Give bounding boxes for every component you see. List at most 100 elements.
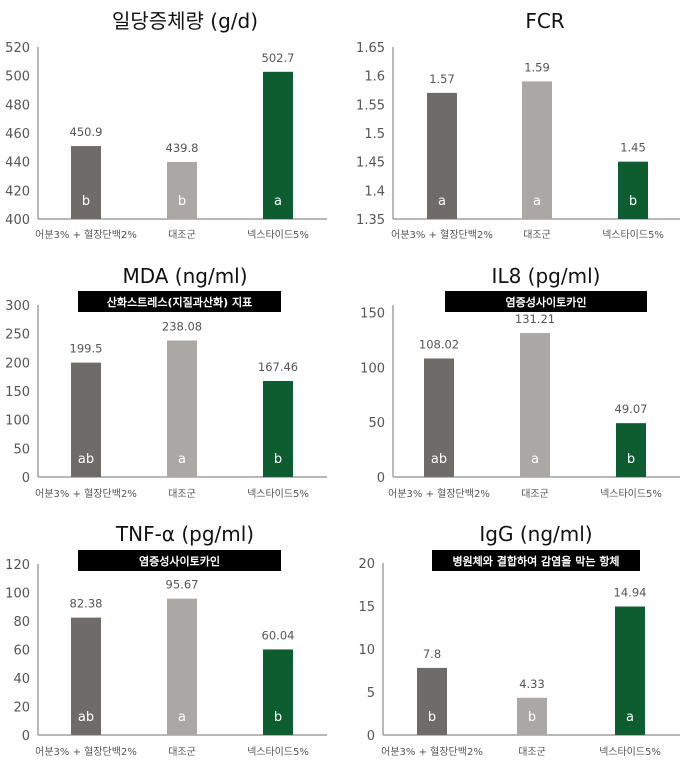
bar <box>424 358 454 477</box>
bar <box>520 333 550 477</box>
group-letter: b <box>629 194 637 209</box>
chart-title: MDA (ng/ml) <box>122 264 247 288</box>
y-tick-label: 250 <box>5 328 30 343</box>
data-label: 439.8 <box>166 141 199 155</box>
bar <box>427 92 457 219</box>
bar <box>167 340 197 477</box>
y-tick-label: 0 <box>22 471 30 486</box>
bar <box>616 423 646 477</box>
bar <box>263 71 293 220</box>
group-letter: b <box>82 194 90 209</box>
group-letter: a <box>626 710 634 725</box>
data-label: 49.07 <box>615 402 648 416</box>
group-letter: a <box>533 194 541 209</box>
data-label: 4.33 <box>519 677 545 691</box>
y-tick-label: 0 <box>377 471 385 486</box>
y-tick-label: 1.4 <box>364 184 385 199</box>
group-letter: b <box>428 710 436 725</box>
chart-title: TNF-α (pg/ml) <box>115 522 254 546</box>
group-letter: b <box>274 710 282 725</box>
subtitle-text: 병원체와 결합하여 감염을 막는 항체 <box>452 554 619 568</box>
chart-title: IL8 (pg/ml) <box>492 264 601 288</box>
y-tick-label: 100 <box>5 587 30 602</box>
y-tick-label: 100 <box>360 361 385 376</box>
group-letter: b <box>627 452 635 467</box>
data-label: 1.57 <box>429 72 455 86</box>
y-tick-label: 20 <box>13 701 30 716</box>
x-tick-label: 넥스타이드5% <box>247 488 309 500</box>
x-tick-label: 넥스타이드5% <box>599 746 661 758</box>
y-tick-label: 1.65 <box>356 41 385 56</box>
y-tick-label: 80 <box>13 615 30 630</box>
x-tick-label: 대조군 <box>168 229 196 241</box>
subtitle-banner <box>432 550 640 571</box>
x-tick-label: 대조군 <box>521 488 549 500</box>
x-tick-label: 어분3% + 혈장단백2% <box>391 228 493 241</box>
x-tick-label: 어분3% + 혈장단백2% <box>35 228 137 241</box>
group-letter: a <box>274 194 282 209</box>
data-label: 131.21 <box>515 312 555 326</box>
x-tick-label: 어분3% + 혈장단백2% <box>388 487 490 500</box>
data-label: 108.02 <box>419 337 459 351</box>
bar <box>522 81 552 220</box>
data-label: 95.67 <box>166 578 199 592</box>
data-label: 1.45 <box>620 141 646 155</box>
y-tick-label: 500 <box>5 70 30 85</box>
subtitle-banner <box>78 291 281 312</box>
y-tick-label: 10 <box>358 643 375 658</box>
data-label: 1.59 <box>524 60 550 74</box>
y-tick-label: 50 <box>368 416 385 431</box>
y-tick-label: 460 <box>5 127 30 142</box>
group-letter: b <box>178 194 186 209</box>
bar <box>417 667 447 735</box>
data-label: 238.08 <box>162 320 202 334</box>
x-tick-label: 대조군 <box>168 746 196 758</box>
y-tick-label: 100 <box>5 414 30 429</box>
y-tick-label: 5 <box>367 686 375 701</box>
y-tick-label: 1.45 <box>356 156 385 171</box>
data-label: 450.9 <box>70 125 103 139</box>
bar <box>615 606 645 735</box>
y-tick-label: 420 <box>5 184 30 199</box>
data-label: 199.5 <box>70 342 103 356</box>
chart-title: FCR <box>525 9 564 33</box>
bar <box>167 161 197 219</box>
y-tick-label: 300 <box>5 299 30 314</box>
y-tick-label: 520 <box>5 41 30 56</box>
x-tick-label: 대조군 <box>168 488 196 500</box>
y-tick-label: 20 <box>358 557 375 572</box>
y-tick-label: 0 <box>367 729 375 744</box>
subtitle-text: 염증성사이토카인 <box>506 295 587 309</box>
chart-title: 일당증체량 (g/d) <box>112 9 258 33</box>
x-tick-label: 어분3% + 혈장단백2% <box>381 745 483 758</box>
y-tick-label: 1.6 <box>364 70 385 85</box>
data-label: 167.46 <box>258 360 298 374</box>
y-tick-label: 150 <box>360 306 385 321</box>
y-tick-label: 1.5 <box>364 127 385 142</box>
y-tick-label: 120 <box>5 558 30 573</box>
y-tick-label: 15 <box>358 600 375 615</box>
subtitle-banner <box>78 550 281 571</box>
x-tick-label: 어분3% + 혈장단백2% <box>35 487 137 500</box>
group-letter: a <box>178 710 186 725</box>
y-tick-label: 480 <box>5 98 30 113</box>
data-label: 14.94 <box>614 586 647 600</box>
group-letter: b <box>274 452 282 467</box>
x-tick-label: 대조군 <box>518 746 546 758</box>
bar <box>167 598 197 735</box>
subtitle-text: 염증성사이토카인 <box>139 554 220 568</box>
y-tick-label: 1.55 <box>356 98 385 113</box>
bar <box>71 146 101 219</box>
bar <box>71 362 101 477</box>
bar <box>263 649 293 735</box>
chart-title: IgG (ng/ml) <box>479 522 592 546</box>
y-tick-label: 50 <box>13 442 30 457</box>
group-letter: b <box>528 710 536 725</box>
y-tick-label: 0 <box>22 729 30 744</box>
data-label: 502.7 <box>262 51 295 65</box>
y-tick-label: 150 <box>5 385 30 400</box>
bar <box>263 380 293 477</box>
group-letter: a <box>178 452 186 467</box>
y-tick-label: 200 <box>5 356 30 371</box>
subtitle-banner <box>445 291 647 312</box>
